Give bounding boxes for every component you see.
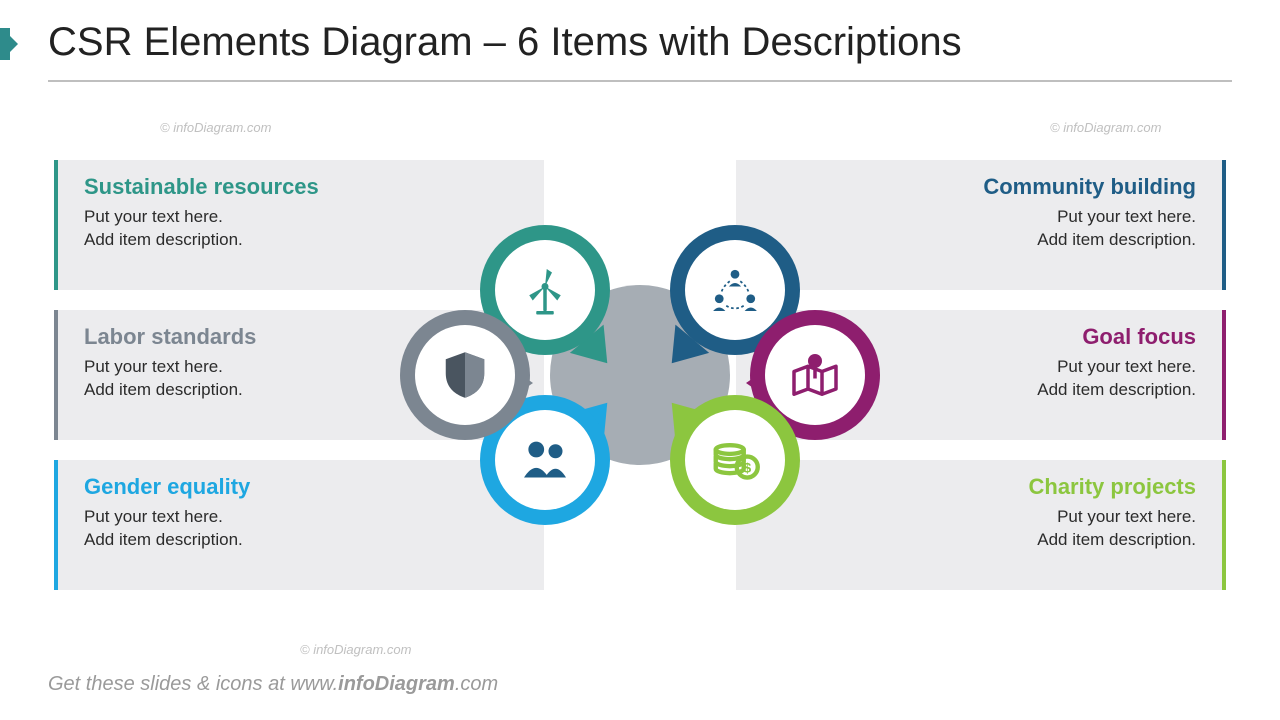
slide-title: CSR Elements Diagram – 6 Items with Desc…	[48, 20, 962, 65]
coins-icon: $	[707, 432, 763, 488]
row-desc: Put your text here. Add item description…	[84, 206, 518, 252]
shield-icon	[437, 347, 493, 403]
footer-bold: infoDiagram	[338, 673, 455, 695]
slide: CSR Elements Diagram – 6 Items with Desc…	[0, 0, 1280, 720]
items-area: Sustainable resources Put your text here…	[54, 160, 1226, 620]
row-desc: Put your text here. Add item description…	[762, 506, 1196, 552]
row-gender-equality: Gender equality Put your text here. Add …	[54, 460, 544, 590]
watermark-2: © infoDiagram.com	[1050, 120, 1161, 135]
row-charity-projects: Charity projects Put your text here. Add…	[736, 460, 1226, 590]
svg-text:$: $	[743, 459, 751, 475]
petal-inner	[765, 325, 865, 425]
petal-inner	[495, 240, 595, 340]
row-sustainable-resources: Sustainable resources Put your text here…	[54, 160, 544, 290]
row-desc: Put your text here. Add item description…	[762, 206, 1196, 252]
petal-inner: $	[685, 410, 785, 510]
row-title: Gender equality	[84, 474, 518, 500]
row-community-building: Community building Put your text here. A…	[736, 160, 1226, 290]
petal-labor-standards	[400, 310, 530, 440]
row-desc: Put your text here. Add item description…	[84, 506, 518, 552]
footer-attribution: Get these slides & icons at www.infoDiag…	[48, 673, 498, 696]
footer-prefix: Get these slides & icons at www.	[48, 673, 338, 695]
windmill-icon	[517, 262, 573, 318]
watermark-1: © infoDiagram.com	[160, 120, 271, 135]
petal-inner	[685, 240, 785, 340]
title-underline	[48, 80, 1232, 82]
petal-inner	[415, 325, 515, 425]
row-title: Charity projects	[762, 474, 1196, 500]
title-accent	[0, 28, 10, 60]
row-title: Sustainable resources	[84, 174, 518, 200]
watermark-3: © infoDiagram.com	[300, 642, 411, 657]
people-icon	[517, 432, 573, 488]
row-title: Community building	[762, 174, 1196, 200]
people-circle-icon	[707, 262, 763, 318]
footer-suffix: .com	[455, 673, 498, 695]
petal-inner	[495, 410, 595, 510]
petal-charity-projects: $	[670, 395, 800, 525]
map-pin-icon	[787, 347, 843, 403]
